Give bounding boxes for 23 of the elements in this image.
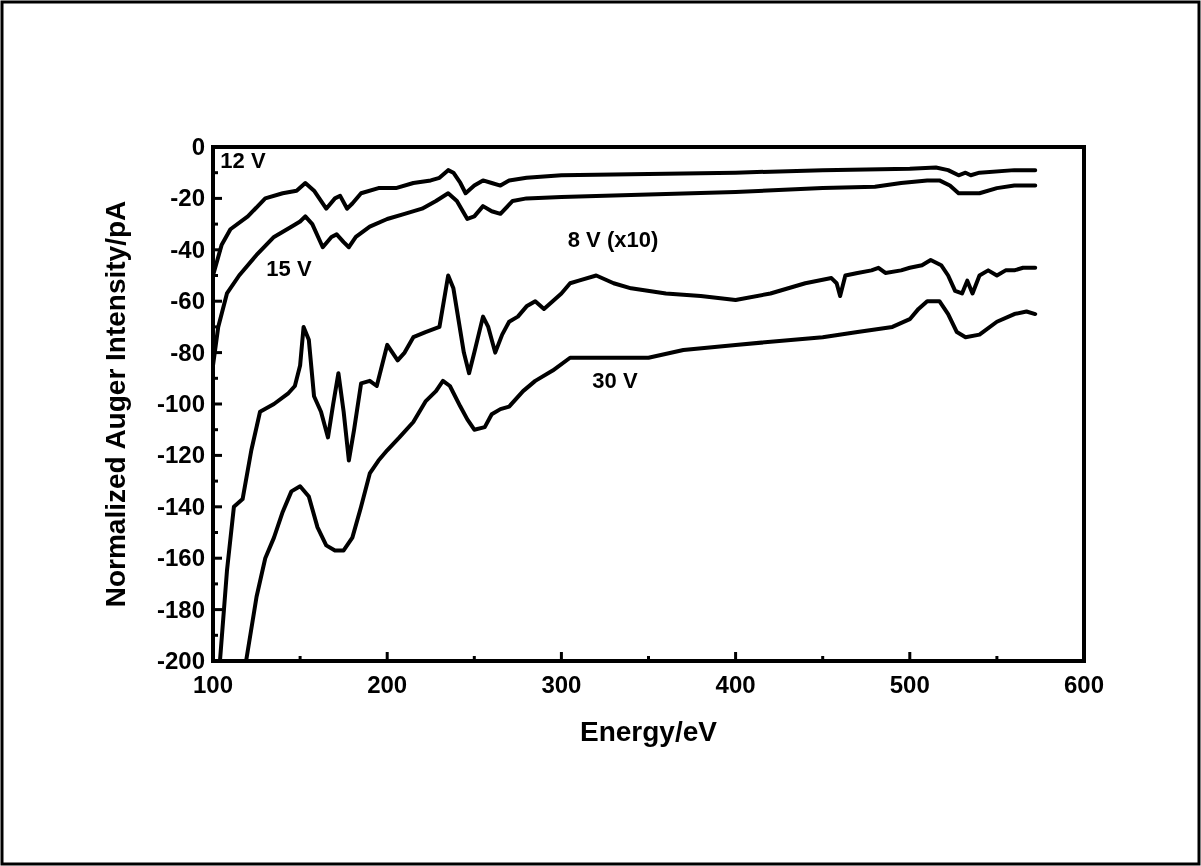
x-axis-title: Energy/eV — [580, 716, 718, 747]
x-tick-label: 200 — [367, 671, 408, 698]
x-tick-label: 100 — [192, 671, 234, 698]
series-label: 15 V — [266, 255, 312, 281]
x-tick-label: 400 — [715, 671, 756, 698]
y-tick-label: 0 — [191, 133, 205, 160]
y-tick-label: -20 — [170, 184, 205, 212]
x-tick-label: 300 — [541, 671, 582, 698]
x-tick-label: 500 — [889, 671, 930, 698]
y-tick-label: -180 — [156, 595, 205, 623]
x-tick-label: 600 — [1063, 671, 1105, 698]
y-tick-label: -160 — [156, 544, 205, 572]
y-tick-label: -100 — [156, 390, 205, 417]
series-label: 8 V (x10) — [567, 226, 659, 252]
y-tick-label: -40 — [170, 235, 205, 263]
y-tick-label: -140 — [156, 492, 205, 520]
series-label: 12 V — [220, 147, 266, 173]
series-label: 30 V — [592, 367, 638, 393]
y-tick-label: -80 — [170, 338, 205, 366]
y-tick-label: -200 — [156, 647, 205, 674]
y-tick-label: -60 — [170, 287, 205, 315]
y-tick-label: -120 — [156, 441, 205, 469]
y-axis-title: Normalized Auger Intensity/pA — [100, 200, 131, 608]
